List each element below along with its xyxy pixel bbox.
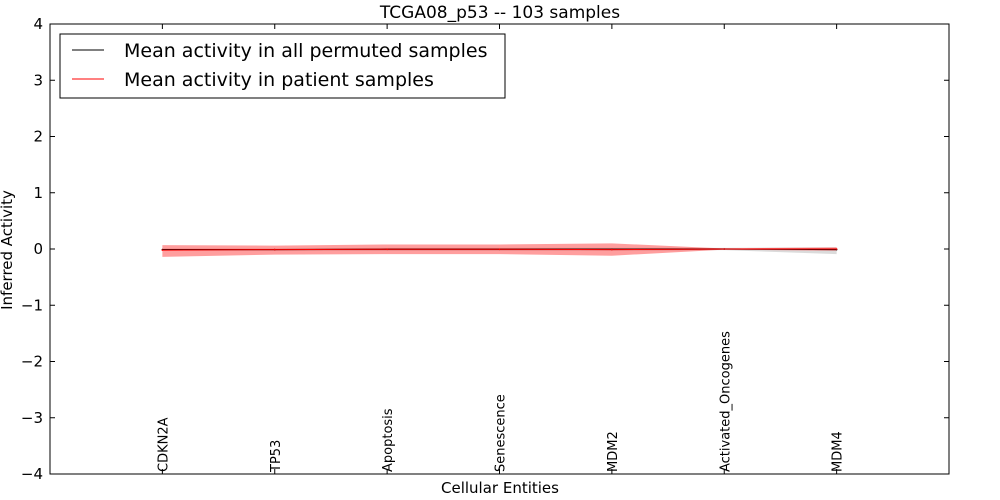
x-tick-label: MDM2 (606, 431, 621, 472)
y-tick-label: 4 (33, 15, 43, 33)
data-point-patient-3 (498, 248, 501, 251)
x-tick-label: Senescence (494, 394, 509, 472)
patient-band (162, 243, 837, 257)
data-point-patient-4 (611, 248, 613, 251)
data-point-patient-2 (386, 248, 388, 251)
plot-frame (49, 23, 950, 475)
y-axis-label: Inferred Activity (0, 190, 16, 310)
y-tick-label: 3 (33, 71, 43, 89)
x-axis: CDKN2A TP53 Apoptosis Senescence MDM2 Activat… (156, 24, 846, 474)
x-tick-label: MDM4 (831, 431, 846, 472)
y-tick-label: −4 (21, 465, 43, 483)
y-tick-label: −3 (21, 409, 43, 427)
chart-title: TCGA08_p53 -- 103 samples (379, 3, 620, 23)
legend-box (59, 33, 506, 99)
y-tick-label: 1 (33, 184, 43, 202)
data-point-patient-5 (723, 248, 726, 250)
legend-label-permuted: Mean activity in all permuted samples (124, 40, 487, 62)
data-point-patient-6 (835, 248, 838, 250)
x-tick-label: Apoptosis (381, 408, 396, 472)
legend-label-patient: Mean activity in patient samples (124, 69, 434, 91)
y-axis: 4 3 2 1 0 −1 −2 −3 −4 (21, 15, 949, 483)
x-tick-label: CDKN2A (156, 417, 171, 472)
y-tick-label: −2 (21, 353, 43, 371)
x-tick-label: TP53 (269, 440, 284, 473)
y-tick-label: 2 (33, 128, 43, 146)
legend: Mean activity in all permuted samples Me… (59, 33, 506, 99)
x-axis-label: Cellular Entities (441, 479, 559, 497)
y-tick-label: 0 (33, 240, 43, 258)
patient-band-group (162, 243, 837, 257)
x-tick-label: Activated_Oncogenes (718, 331, 733, 472)
data-point-patient-1 (273, 248, 276, 251)
y-tick-label: −1 (21, 296, 43, 314)
series-lines (161, 248, 838, 251)
data-point-patient-0 (161, 249, 164, 251)
